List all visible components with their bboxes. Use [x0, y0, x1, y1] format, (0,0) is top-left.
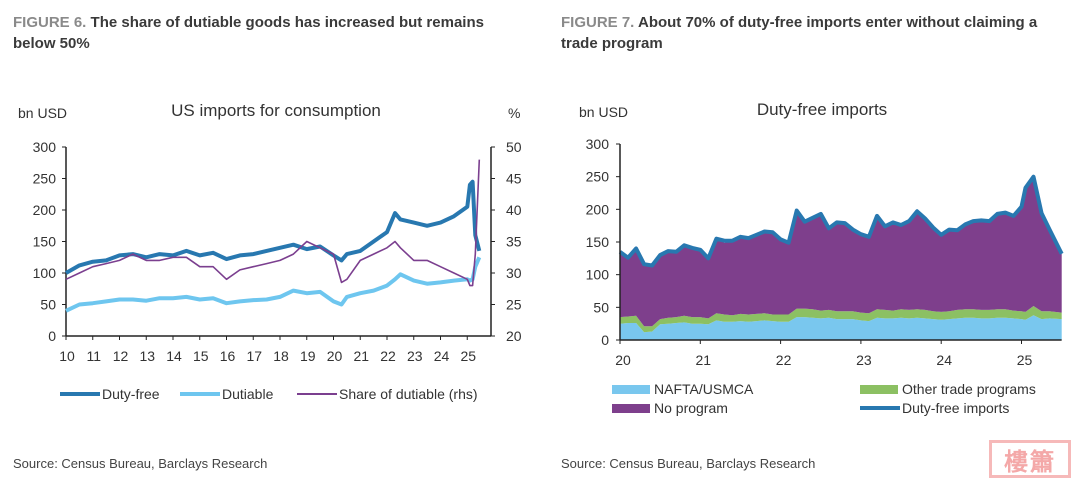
x-tick-label: 21 — [696, 352, 712, 368]
x-tick-label: 20 — [615, 352, 631, 368]
x-tick-label: 13 — [139, 348, 155, 364]
series-dutiable — [65, 256, 482, 313]
y-tick-label: 200 — [586, 201, 610, 217]
legend-no-program: No program — [612, 400, 728, 416]
series-duty-free-imports — [618, 174, 1064, 268]
chart1-ylabel: bn USD — [18, 105, 67, 121]
x-tick-label: 18 — [273, 348, 289, 364]
legend-nafta-usmca: NAFTA/USMCA — [612, 381, 753, 397]
y2-tick-label: 45 — [506, 171, 522, 187]
legend-duty-free-imports: Duty-free imports — [860, 400, 1009, 416]
legend-swatch-other — [860, 384, 898, 394]
figure-6-number: FIGURE 6. — [13, 14, 87, 31]
figure-6-heading: The share of dutiable goods has increase… — [13, 14, 484, 52]
area-no-program — [620, 176, 1062, 327]
legend-swatch-dutiable — [180, 392, 220, 396]
chart-duty-free-imports: bn USD Duty-free imports 0 50 100 150 200 250… — [579, 100, 1064, 368]
y-tick-label: 300 — [33, 139, 57, 155]
figure-7-source: Source: Census Bureau, Barclays Research — [561, 456, 816, 471]
x-tick-label: 25 — [460, 348, 476, 364]
x-tick-label: 21 — [353, 348, 369, 364]
y-tick-label: 300 — [586, 136, 610, 152]
x-tick-label: 25 — [1017, 352, 1033, 368]
y-tick-label: 50 — [40, 297, 56, 313]
chart2-ylabel: bn USD — [579, 104, 628, 120]
y-tick-label: 200 — [33, 202, 57, 218]
legend-swatch-no-program — [612, 403, 650, 413]
y2-tick-label: 30 — [506, 265, 522, 281]
figure-6-title: FIGURE 6. The share of dutiable goods ha… — [13, 12, 523, 54]
y2-tick-label: 25 — [506, 297, 522, 313]
y2-tick-label: 35 — [506, 234, 522, 250]
figure-6-source: Source: Census Bureau, Barclays Research — [13, 456, 268, 471]
x-tick-label: 15 — [193, 348, 209, 364]
x-tick-label: 14 — [166, 348, 182, 364]
figure-7-number: FIGURE 7. — [561, 14, 635, 31]
legend-share-dutiable: Share of dutiable (rhs) — [297, 386, 478, 402]
x-tick-label: 17 — [246, 348, 262, 364]
x-tick-label: 11 — [86, 348, 101, 364]
y-tick-label: 150 — [586, 234, 610, 250]
legend-other-programs: Other trade programs — [860, 381, 1036, 397]
x-tick-label: 12 — [113, 348, 129, 364]
legend-swatch-share — [297, 393, 337, 395]
series-share-of-dutiable-rhs — [65, 159, 481, 287]
figure-7-title: FIGURE 7. About 70% of duty-free imports… — [561, 12, 1076, 54]
x-tick-label: 24 — [434, 348, 450, 364]
legend-duty-free: Duty-free — [60, 386, 160, 402]
y-tick-label: 0 — [48, 328, 56, 344]
legend-label: Duty-free — [102, 386, 160, 402]
x-tick-label: 19 — [300, 348, 316, 364]
y2-tick-label: 50 — [506, 139, 522, 155]
figure-7-heading: About 70% of duty-free imports enter wit… — [561, 14, 1038, 52]
x-tick-label: 20 — [327, 348, 343, 364]
y2-tick-label: 20 — [506, 328, 522, 344]
y-tick-label: 100 — [586, 267, 610, 283]
x-tick-label: 23 — [856, 352, 872, 368]
y-tick-label: 150 — [33, 234, 57, 250]
legend-label: Share of dutiable (rhs) — [339, 386, 478, 402]
chart-us-imports: bn USD US imports for consumption % 0 50 1… — [18, 101, 522, 364]
chart2-title: Duty-free imports — [757, 100, 887, 119]
x-tick-label: 23 — [407, 348, 423, 364]
x-tick-label: 16 — [220, 348, 236, 364]
y-tick-label: 50 — [593, 299, 609, 315]
legend-swatch-duty-free-imports — [860, 406, 900, 410]
y-tick-label: 0 — [601, 332, 609, 348]
x-tick-label: 22 — [776, 352, 792, 368]
area-other-trade-programs — [620, 306, 1062, 333]
series-duty-free — [65, 179, 482, 275]
legend-dutiable: Dutiable — [180, 386, 273, 402]
legend-label: NAFTA/USMCA — [654, 381, 754, 397]
watermark-stamp: 樓簫 — [989, 440, 1071, 478]
y-tick-label: 100 — [33, 265, 57, 281]
y-tick-label: 250 — [33, 171, 57, 187]
area-nafta-usmca — [620, 315, 1062, 340]
x-tick-label: 10 — [59, 348, 75, 364]
legend-label: No program — [654, 400, 728, 416]
legend-swatch-duty-free — [60, 392, 100, 396]
legend-label: Duty-free imports — [902, 400, 1010, 416]
legend-label: Other trade programs — [902, 381, 1036, 397]
chart1-y2label: % — [508, 105, 520, 121]
y-tick-label: 250 — [586, 169, 610, 185]
y2-tick-label: 40 — [506, 202, 522, 218]
legend-swatch-nafta — [612, 384, 650, 394]
x-tick-label: 24 — [936, 352, 952, 368]
x-tick-label: 22 — [380, 348, 396, 364]
legend-label: Dutiable — [222, 386, 274, 402]
chart1-title: US imports for consumption — [171, 101, 381, 120]
